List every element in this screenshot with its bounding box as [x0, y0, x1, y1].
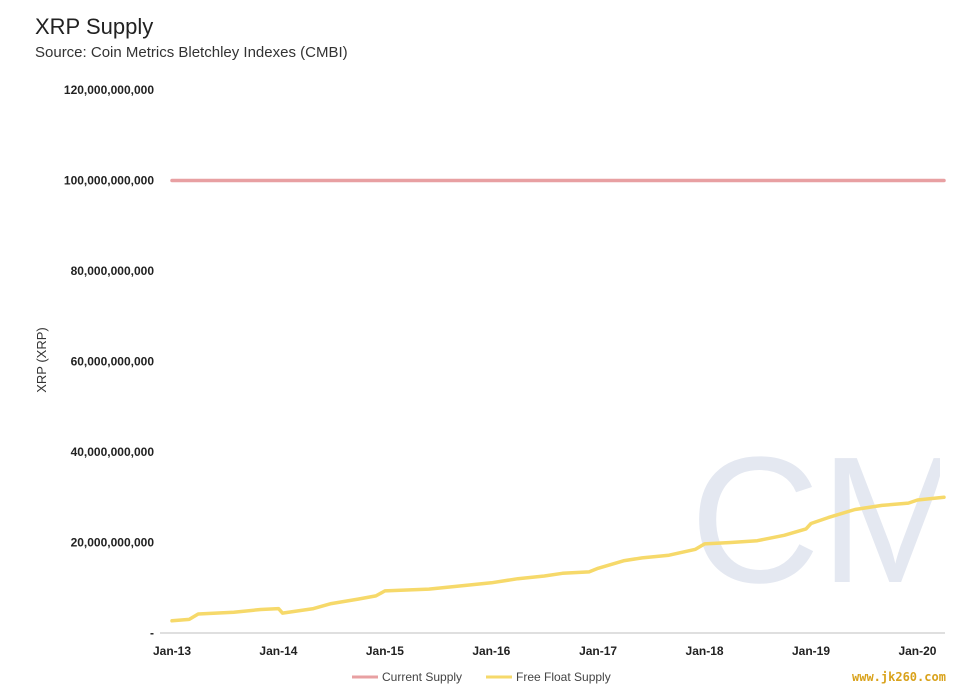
x-tick-label: Jan-16: [472, 644, 510, 658]
legend-label-free-float-supply: Free Float Supply: [516, 670, 611, 684]
y-axis: - 20,000,000,000 40,000,000,000 60,000,000,…: [64, 83, 154, 640]
chart-subtitle: Source: Coin Metrics Bletchley Indexes (…: [35, 44, 348, 61]
y-tick-label: 80,000,000,000: [71, 264, 155, 278]
x-tick-label: Jan-15: [366, 644, 404, 658]
x-tick-label: Jan-20: [898, 644, 936, 658]
cm-logo-watermark: CM: [690, 440, 940, 590]
chart-title: XRP Supply: [35, 14, 154, 39]
series-layer: [170, 178, 946, 623]
x-tick-label: Jan-18: [686, 644, 724, 658]
y-tick-label: 20,000,000,000: [71, 536, 155, 550]
y-tick-label: 60,000,000,000: [71, 355, 155, 369]
x-tick-label: Jan-14: [259, 644, 297, 658]
y-tick-label: -: [150, 626, 154, 640]
cm-logo-text: CM: [690, 440, 940, 590]
y-tick-label: 100,000,000,000: [64, 174, 154, 188]
site-watermark: www.jk260.com: [852, 670, 946, 684]
x-tick-label: Jan-19: [792, 644, 830, 658]
x-axis: Jan-13 Jan-14 Jan-15 Jan-16 Jan-17 Jan-18 Jan-…: [153, 644, 937, 658]
y-tick-label: 120,000,000,000: [64, 83, 154, 97]
legend: Current Supply Free Float Supply: [352, 670, 611, 684]
legend-label-current-supply: Current Supply: [382, 670, 462, 684]
series-line-free-float-supply: [170, 495, 946, 623]
x-tick-label: Jan-13: [153, 644, 191, 658]
y-tick-label: 40,000,000,000: [71, 445, 155, 459]
x-tick-label: Jan-17: [579, 644, 617, 658]
y-axis-label: XRP (XRP): [34, 327, 49, 393]
